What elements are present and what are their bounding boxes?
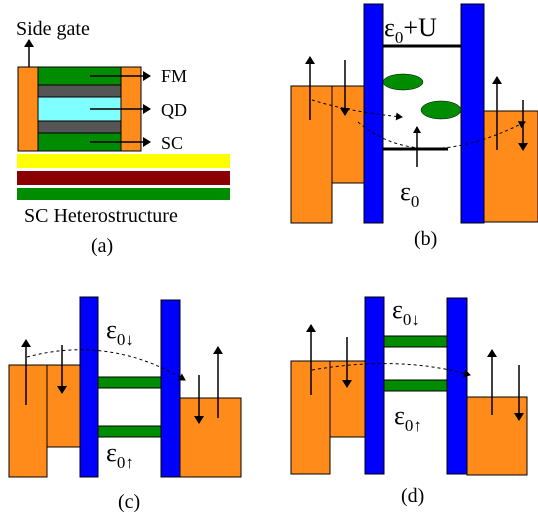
spin-up-level-label: ε0↑ [394, 401, 422, 435]
left-barrier [363, 3, 384, 224]
right-barrier [446, 297, 468, 475]
heterostructure-maroon-layer [17, 171, 230, 185]
cotunneling-path [311, 363, 471, 378]
heterostructure-yellow-layer [17, 154, 230, 168]
upper-level-symbol: ε [384, 13, 395, 42]
barrier-layer-top [37, 84, 122, 98]
lower-level-symbol: ε [400, 177, 411, 206]
spin-up-level-symbol: ε [394, 401, 405, 430]
spin-down-level [97, 376, 162, 389]
left-lead-spin-down [331, 85, 365, 184]
spin-up-level [383, 379, 448, 392]
left-lead-spin-down [46, 364, 81, 448]
spin-up-level-subscript: 0↑ [117, 453, 134, 472]
spin-down-level [383, 335, 448, 348]
panel-b-label: (b) [414, 228, 437, 250]
cotunneling-path [26, 349, 186, 381]
panel-d: ε0↓ ε0↑ (d) [290, 295, 528, 507]
right-barrier [460, 3, 485, 224]
spin-down-level-symbol: ε [392, 295, 403, 324]
right-lead [483, 110, 538, 223]
cotunneling-path-upper [311, 99, 403, 121]
panel-b: ε0+U ε0 (b) [290, 3, 538, 250]
right-lead-density-lobe [420, 100, 462, 120]
right-lead [466, 396, 528, 476]
left-lead-spin-up [290, 85, 333, 224]
right-barrier [160, 299, 181, 478]
spin-up-level-symbol: ε [106, 438, 117, 467]
spin-down-level-symbol: ε [106, 315, 117, 344]
spin-up-level [97, 425, 162, 438]
heterostructure-green-layer [17, 188, 230, 200]
spin-down-level-subscript: 0↓ [403, 310, 420, 329]
lower-level-subscript: 0 [411, 192, 420, 211]
fm-label: FM [161, 66, 187, 86]
spin-down-level-subscript: 0↓ [117, 330, 134, 349]
panel-d-label: (d) [401, 485, 424, 507]
spin-up-level-subscript: 0↑ [405, 416, 422, 435]
upper-level-subscript: 0 [395, 28, 404, 47]
left-barrier [79, 296, 99, 478]
heterostructure-label: SC Heterostructure [24, 205, 178, 227]
left-lead-density-lobe [382, 73, 424, 91]
upper-level-label: ε0+U [384, 13, 437, 47]
qd-label: QD [161, 100, 187, 120]
side-gate-left [17, 66, 39, 152]
lower-level-label: ε0 [400, 177, 419, 211]
sc-label: SC [161, 133, 183, 153]
spin-down-level-label: ε0↓ [106, 315, 134, 349]
cotunneling-path-lower [357, 121, 526, 149]
side-gate-label: Side gate [16, 18, 90, 40]
barrier-layer-bottom [37, 120, 122, 134]
left-lead-spin-up [8, 364, 48, 478]
right-lead [179, 397, 242, 478]
panel-a-label: (a) [91, 235, 113, 257]
panel-a: Side gate FM QD SC SC Heterostructure (a… [16, 18, 230, 257]
panel-c: ε0↓ ε0↑ (c) [8, 296, 242, 513]
upper-level-offset: +U [403, 13, 437, 42]
spin-down-level-label: ε0↓ [392, 295, 420, 329]
spin-up-level-label: ε0↑ [106, 438, 134, 472]
left-barrier [364, 296, 385, 475]
panel-c-label: (c) [118, 491, 140, 513]
